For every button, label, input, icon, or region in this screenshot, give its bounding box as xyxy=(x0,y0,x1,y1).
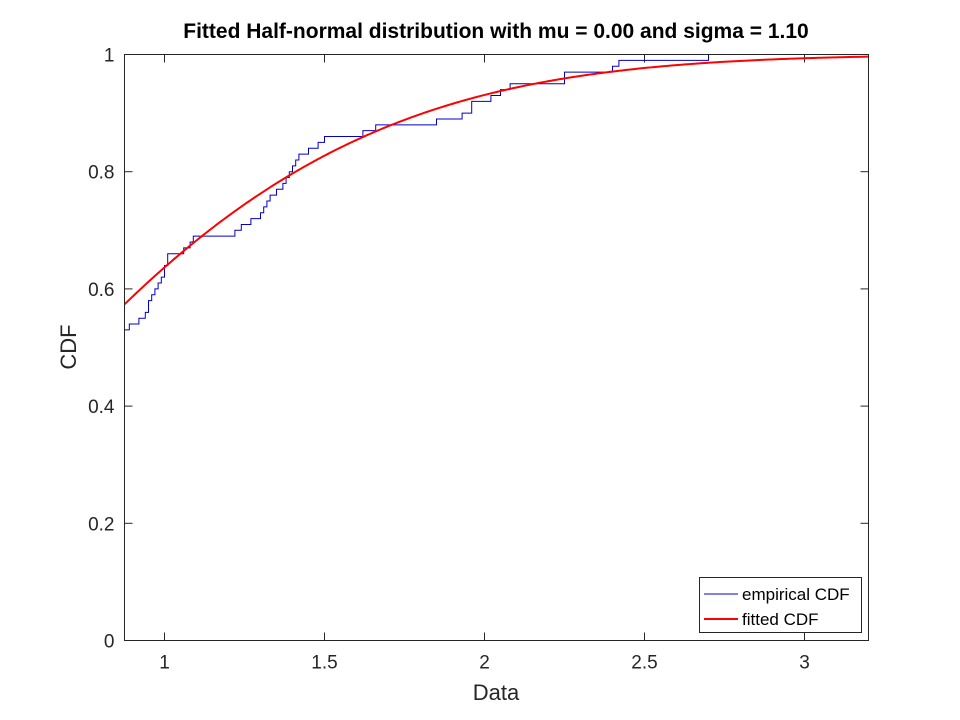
y-tick-label: 0.2 xyxy=(88,514,114,535)
x-tick-label: 1 xyxy=(159,653,170,674)
x-tick-label: 2.5 xyxy=(631,653,657,674)
x-tick-label: 3 xyxy=(799,653,810,674)
legend-label-empirical: empirical CDF xyxy=(742,585,850,604)
legend: empirical CDF fitted CDF xyxy=(699,577,862,633)
y-tick-label: 0.4 xyxy=(88,397,115,418)
chart-title: Fitted Half-normal distribution with mu … xyxy=(183,20,808,43)
x-tick-label: 2 xyxy=(479,653,490,674)
fitted-cdf-line xyxy=(123,55,869,306)
plot-area xyxy=(124,54,869,641)
y-tick-label: 0.6 xyxy=(88,280,114,301)
legend-label-fitted: fitted CDF xyxy=(742,610,819,629)
series-layer xyxy=(123,54,869,331)
tick-labels: 1 1.5 2 2.5 3 0 0.2 0.4 0.6 0.8 1 xyxy=(88,46,810,674)
y-tick-label: 0 xyxy=(104,632,115,653)
empirical-cdf-line xyxy=(124,54,869,331)
legend-box xyxy=(699,577,862,633)
axes-box xyxy=(124,54,869,641)
x-axis-label: Data xyxy=(473,680,520,705)
y-tick-label: 0.8 xyxy=(88,163,114,184)
x-tick-label: 1.5 xyxy=(311,653,337,674)
y-tick-label: 1 xyxy=(104,46,115,67)
y-axis-label: CDF xyxy=(56,324,81,369)
